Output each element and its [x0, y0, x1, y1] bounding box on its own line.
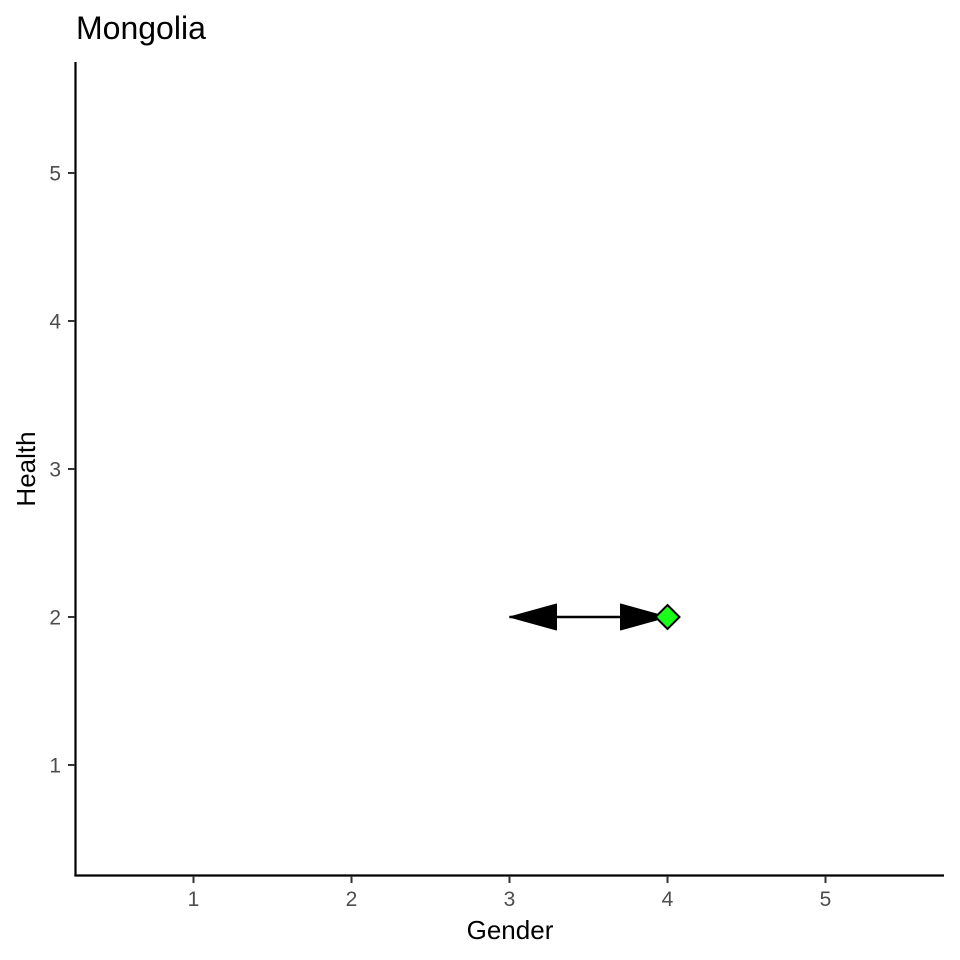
y-axis-title: Health — [11, 431, 41, 506]
chart-title: Mongolia — [76, 10, 206, 46]
arrow-head-end — [620, 603, 668, 631]
x-tick-label: 2 — [346, 888, 358, 911]
y-tick-label: 4 — [49, 311, 61, 334]
arrow-head-start — [509, 603, 557, 631]
plot-area — [509, 603, 681, 631]
data-point — [654, 603, 681, 631]
y-axis-ticks: 1 2 3 4 5 — [49, 163, 75, 778]
x-tick-label: 4 — [662, 888, 674, 911]
x-axis-ticks: 1 2 3 4 5 — [188, 876, 832, 911]
y-tick-label: 3 — [49, 459, 61, 482]
y-tick-label: 2 — [49, 607, 61, 630]
y-tick-label: 5 — [49, 163, 61, 186]
x-tick-label: 5 — [820, 888, 832, 911]
x-axis-title: Gender — [467, 915, 554, 945]
x-tick-label: 1 — [188, 888, 200, 911]
y-tick-label: 1 — [49, 755, 61, 778]
x-tick-label: 3 — [504, 888, 516, 911]
